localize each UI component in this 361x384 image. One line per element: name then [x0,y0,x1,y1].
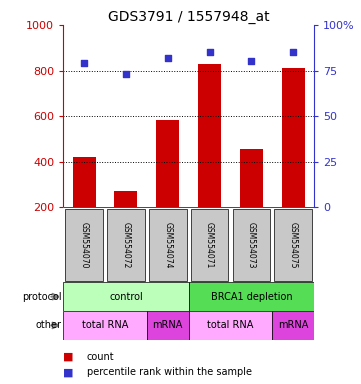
Bar [188,282,314,311]
Point [290,49,296,55]
Bar [240,149,263,207]
Bar [198,64,221,207]
Text: GSM554075: GSM554075 [289,222,298,268]
Bar [63,282,188,311]
Bar [191,209,229,281]
Text: BRCA1 depletion: BRCA1 depletion [210,291,292,302]
Text: total RNA: total RNA [82,320,128,331]
Text: mRNA: mRNA [153,320,183,331]
Point [206,49,212,55]
Point [165,55,171,61]
Text: control: control [109,291,143,302]
Point [81,60,87,66]
Bar [73,157,96,207]
Bar [188,311,272,340]
Text: GSM554071: GSM554071 [205,222,214,268]
Point [248,58,254,65]
Bar [282,68,305,207]
Text: mRNA: mRNA [278,320,308,331]
Text: other: other [35,320,61,331]
Bar [272,311,314,340]
Bar [63,311,147,340]
Text: GSM554074: GSM554074 [163,222,172,268]
Bar [65,209,103,281]
Text: ■: ■ [63,352,74,362]
Text: ■: ■ [63,367,74,377]
Bar [232,209,270,281]
Text: GSM554070: GSM554070 [79,222,88,268]
Point [123,71,129,77]
Bar [149,209,187,281]
Title: GDS3791 / 1557948_at: GDS3791 / 1557948_at [108,10,269,24]
Text: GSM554073: GSM554073 [247,222,256,268]
Bar [156,119,179,207]
Bar [107,209,145,281]
Text: protocol: protocol [22,291,61,302]
Bar [147,311,188,340]
Text: total RNA: total RNA [207,320,254,331]
Text: percentile rank within the sample: percentile rank within the sample [87,367,252,377]
Bar [114,191,138,207]
Text: count: count [87,352,114,362]
Bar [274,209,312,281]
Text: GSM554072: GSM554072 [121,222,130,268]
